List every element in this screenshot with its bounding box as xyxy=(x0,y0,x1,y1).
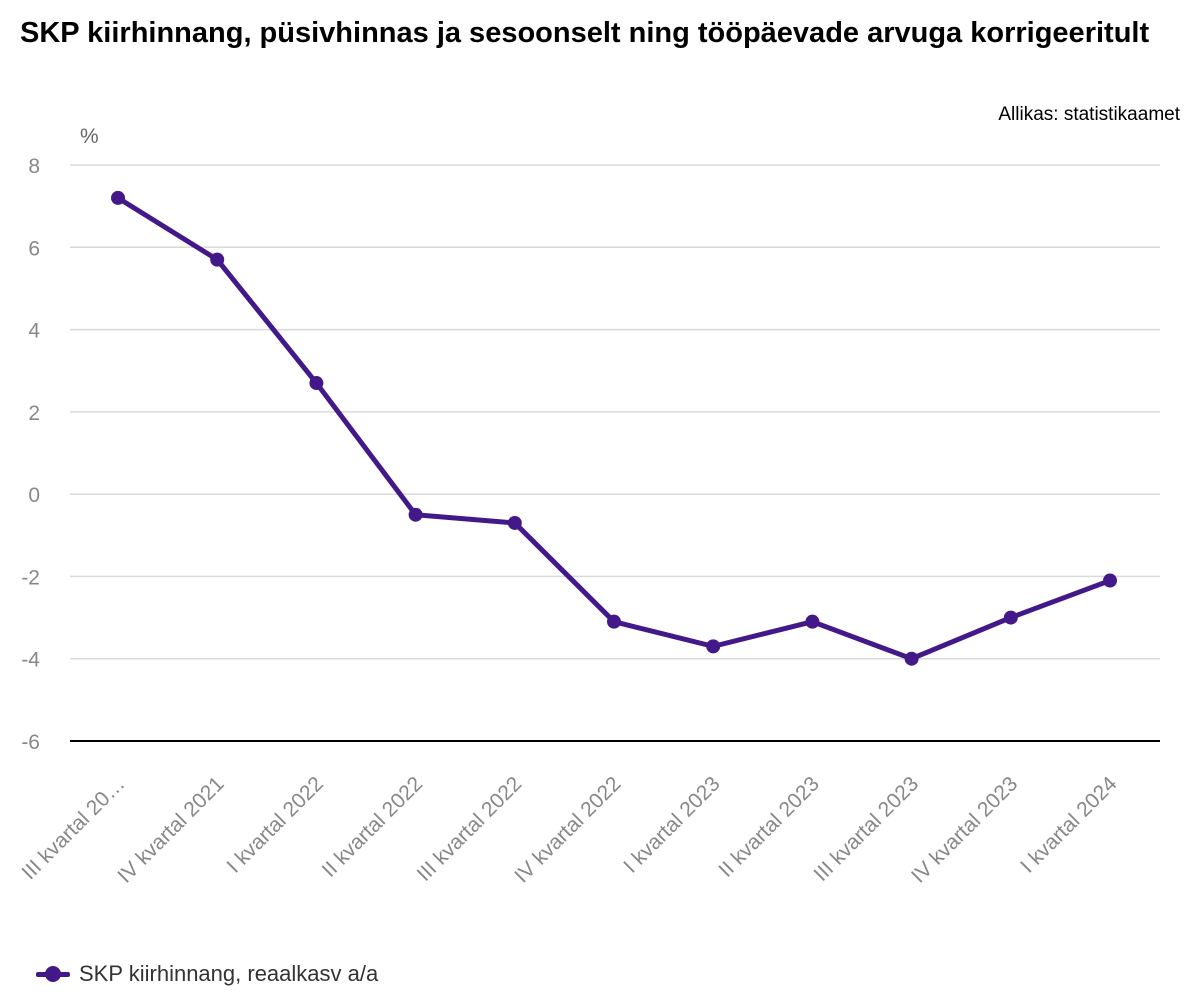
data-point[interactable] xyxy=(805,614,820,629)
x-tick-label: IV kvartal 2022 xyxy=(510,772,625,887)
y-tick-label: -2 xyxy=(21,566,40,589)
source-note: Allikas: statistikaamet xyxy=(998,104,1180,125)
x-tick-label: II kvartal 2022 xyxy=(318,772,428,882)
y-tick-label: 0 xyxy=(28,484,40,507)
series-line xyxy=(115,195,1113,662)
x-tick-label: IV kvartal 2021 xyxy=(113,772,228,887)
data-point[interactable] xyxy=(507,515,522,530)
data-point[interactable] xyxy=(210,252,225,267)
x-tick-label: III kvartal 20… xyxy=(18,772,130,884)
gridlines xyxy=(70,164,1160,742)
data-point[interactable] xyxy=(111,190,125,205)
legend-marker-dot xyxy=(45,966,61,982)
y-tick-label: -4 xyxy=(21,649,40,672)
legend-marker xyxy=(36,964,70,984)
y-tick-label: 2 xyxy=(28,402,40,425)
y-tick-label: -6 xyxy=(21,731,40,754)
y-axis-ticks: 8 6 4 2 0 -2 -4 -6 xyxy=(21,155,40,754)
data-point[interactable] xyxy=(607,614,621,629)
x-tick-label: I kvartal 2022 xyxy=(223,772,328,877)
series-skp xyxy=(111,190,1117,666)
y-tick-label: 8 xyxy=(28,155,40,178)
x-tick-label: I kvartal 2024 xyxy=(1016,772,1122,878)
data-point[interactable] xyxy=(1003,610,1018,625)
y-axis-unit: % xyxy=(80,125,99,148)
data-point[interactable] xyxy=(904,651,919,666)
x-tick-label: III kvartal 2023 xyxy=(809,772,923,886)
data-point[interactable] xyxy=(408,507,423,522)
legend[interactable]: SKP kiirhinnang, reaalkasv a/a xyxy=(36,957,378,991)
chart-title: SKP kiirhinnang, püsivhinnas ja sesoonse… xyxy=(20,17,1150,49)
legend-label: SKP kiirhinnang, reaalkasv a/a xyxy=(79,961,379,986)
data-point[interactable] xyxy=(309,376,324,391)
y-tick-label: 6 xyxy=(28,237,40,260)
x-tick-label: III kvartal 2022 xyxy=(413,772,527,886)
x-tick-label: II kvartal 2023 xyxy=(714,772,824,882)
y-tick-label: 4 xyxy=(28,320,40,343)
x-tick-label: I kvartal 2023 xyxy=(619,772,724,877)
data-point[interactable] xyxy=(706,639,721,654)
x-tick-label: IV kvartal 2023 xyxy=(907,772,1022,887)
data-point[interactable] xyxy=(1103,573,1117,588)
